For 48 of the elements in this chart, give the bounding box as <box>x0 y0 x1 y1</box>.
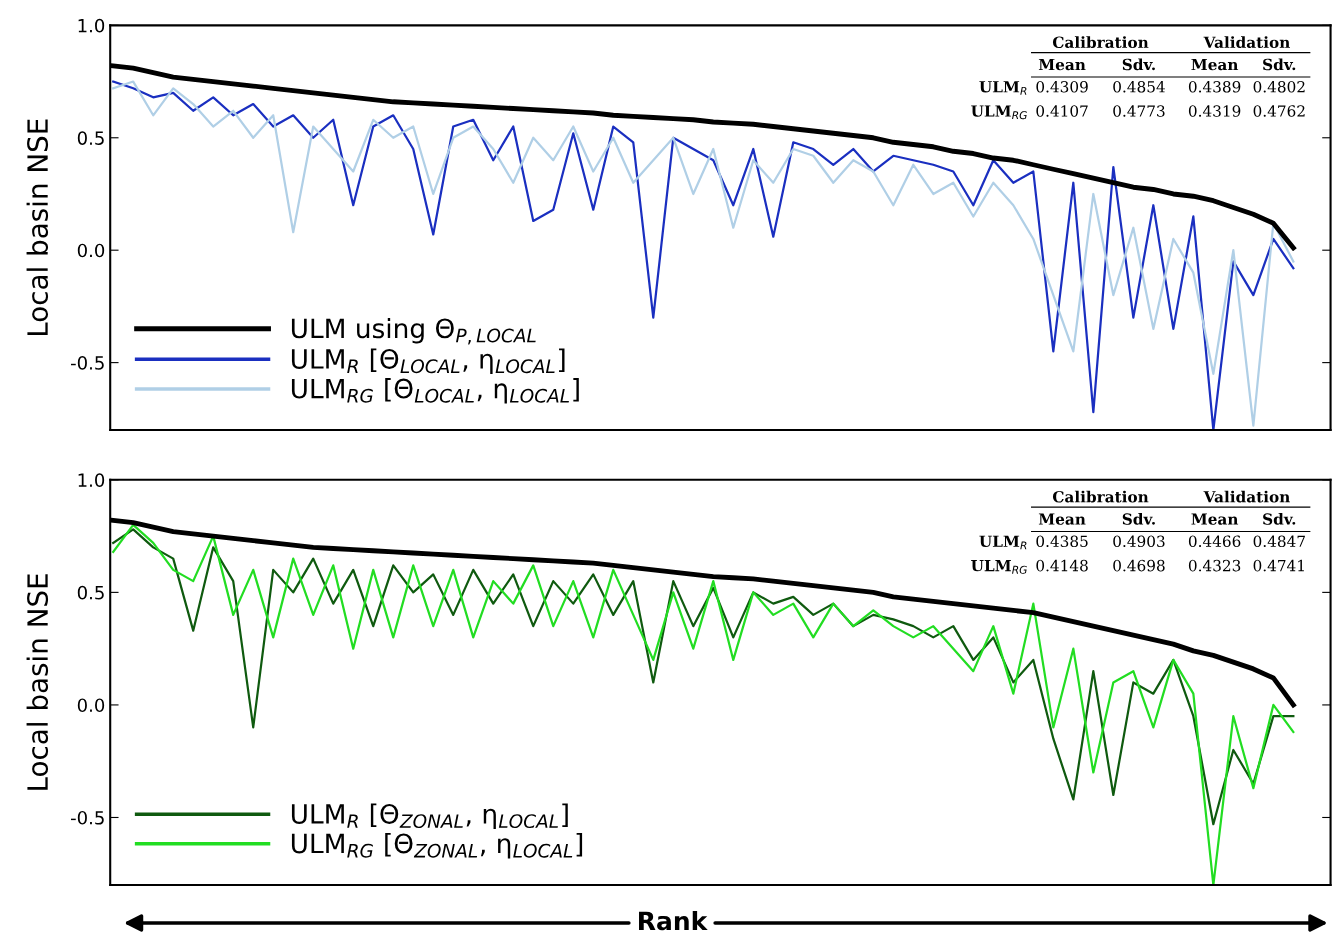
y-tick-label: 0.5 <box>77 131 104 145</box>
annotation: 0.4319 <box>1188 105 1241 117</box>
y-tick-label: 0.0 <box>77 698 105 713</box>
y-tick-label: 0.5 <box>77 585 104 600</box>
annotation: Validation <box>1203 490 1290 503</box>
annotation: 0.4466 <box>1188 535 1241 548</box>
annotation: 0.4309 <box>1036 80 1088 93</box>
annotation: 0.4698 <box>1113 559 1165 572</box>
annotation: Calibration <box>1052 36 1149 48</box>
legend-label: ULM$_{RG}$ [Θ$_{LOCAL}$, η$_{LOCAL}$] <box>291 378 579 404</box>
annotation: Mean <box>1038 58 1086 71</box>
legend-label: ULM$_{R}$ [Θ$_{LOCAL}$, η$_{LOCAL}$] <box>291 348 565 375</box>
annotation: Sdv. <box>1263 58 1296 71</box>
annotation: 0.4741 <box>1253 559 1304 572</box>
annotation: 0.4847 <box>1253 535 1305 548</box>
annotation: 0.4773 <box>1113 105 1165 117</box>
legend-label: ULM$_{RG}$ [Θ$_{ZONAL}$, η$_{LOCAL}$] <box>291 833 583 859</box>
y-tick-label: 1.0 <box>78 18 105 33</box>
annotation: Sdv. <box>1263 512 1296 525</box>
legend-label: ULM using Θ$_{P,LOCAL}$ <box>291 317 536 345</box>
y-tick-label: 1.0 <box>78 473 105 487</box>
annotation: Validation <box>1203 36 1290 48</box>
annotation: Sdv. <box>1122 58 1155 71</box>
annotation: 0.4802 <box>1253 80 1305 93</box>
y-tick-label: -0.5 <box>71 356 104 370</box>
legend-label: ULM$_{R}$ [Θ$_{ZONAL}$, η$_{LOCAL}$] <box>291 803 568 830</box>
annotation: ULM$_{R}$ <box>979 535 1027 550</box>
annotation: 0.4903 <box>1113 535 1165 548</box>
y-tick-label: 0.0 <box>77 243 105 258</box>
y-tick-label: -0.5 <box>71 810 104 825</box>
annotation: Calibration <box>1052 490 1149 503</box>
annotation: Mean <box>1191 513 1239 525</box>
annotation: Mean <box>1038 513 1086 525</box>
y-axis-title: Local basin NSE <box>26 119 49 336</box>
annotation: 0.4148 <box>1036 559 1088 572</box>
annotation: ULM$_{RG}$ <box>971 560 1027 574</box>
x-axis-title: Rank <box>639 910 708 931</box>
y-axis-title: Local basin NSE <box>26 574 49 790</box>
annotation: 0.4762 <box>1253 105 1305 117</box>
annotation: Sdv. <box>1122 512 1155 525</box>
annotation: ULM$_{RG}$ <box>971 105 1027 120</box>
annotation: 0.4107 <box>1036 105 1088 117</box>
annotation: 0.4389 <box>1188 80 1241 93</box>
annotation: 0.4385 <box>1036 535 1088 548</box>
annotation: Mean <box>1191 58 1239 71</box>
annotation: 0.4854 <box>1113 80 1165 93</box>
annotation: ULM$_{R}$ <box>979 81 1027 95</box>
annotation: 0.4323 <box>1188 559 1241 572</box>
